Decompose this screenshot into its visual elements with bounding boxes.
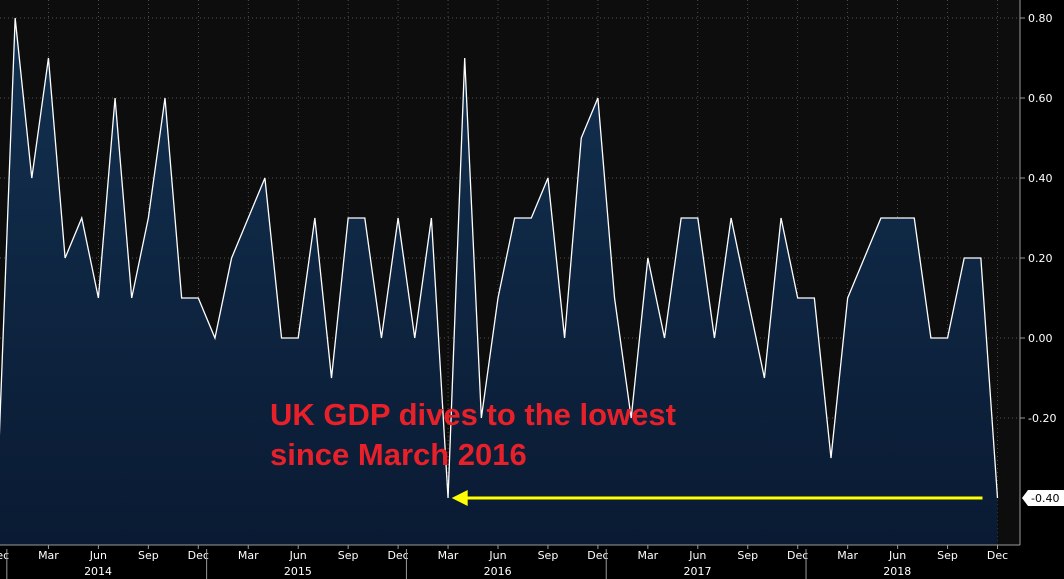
x-month-label: Jun bbox=[289, 549, 307, 562]
x-month-label: Dec bbox=[188, 549, 209, 562]
x-year-label: 2014 bbox=[84, 565, 112, 578]
y-tick-label: 0.00 bbox=[1028, 332, 1053, 345]
x-month-label: Jun bbox=[688, 549, 706, 562]
y-tick-label: -0.20 bbox=[1028, 412, 1056, 425]
x-month-label: Jun bbox=[89, 549, 107, 562]
x-month-label: Mar bbox=[238, 549, 259, 562]
x-month-label: Mar bbox=[438, 549, 459, 562]
x-year-label: 2017 bbox=[683, 565, 711, 578]
x-month-label: Sep bbox=[538, 549, 559, 562]
x-year-label: 2015 bbox=[284, 565, 312, 578]
annotation: UK GDP dives to the lowest since March 2… bbox=[270, 395, 676, 475]
last-value-label: -0.40 bbox=[1031, 492, 1059, 505]
y-tick-label: 0.80 bbox=[1028, 12, 1053, 25]
y-tick-label: 0.40 bbox=[1028, 172, 1053, 185]
arrow bbox=[451, 490, 983, 506]
x-month-label: Sep bbox=[338, 549, 359, 562]
x-month-label: Mar bbox=[837, 549, 858, 562]
x-month-label: Sep bbox=[138, 549, 159, 562]
x-month-label: Dec bbox=[787, 549, 808, 562]
y-axis: 0.80 0.60 0.40 0.20 0.00 -0.20 -0.40 bbox=[1020, 12, 1064, 506]
x-axis: Dec Mar Jun Sep Dec Mar Jun Sep Dec Mar Jun Sep Dec M… bbox=[0, 545, 1008, 579]
x-month-label: Mar bbox=[637, 549, 658, 562]
y-tick-label: 0.60 bbox=[1028, 92, 1053, 105]
x-year-label: 2018 bbox=[883, 565, 911, 578]
x-month-label: Jun bbox=[488, 549, 506, 562]
arrow-head bbox=[451, 490, 468, 506]
area-fill bbox=[0, 18, 998, 545]
series-line bbox=[0, 17, 999, 499]
y-tick-label: 0.20 bbox=[1028, 252, 1053, 265]
x-month-label: Sep bbox=[737, 549, 758, 562]
x-month-label: Dec bbox=[0, 549, 9, 562]
x-year-label: 2016 bbox=[484, 565, 512, 578]
x-month-label: Dec bbox=[587, 549, 608, 562]
last-value-badge bbox=[1022, 490, 1064, 506]
annotation-line-1: UK GDP dives to the lowest bbox=[270, 397, 676, 432]
x-month-label: Mar bbox=[38, 549, 59, 562]
x-month-label: Sep bbox=[937, 549, 958, 562]
annotation-line-2: since March 2016 bbox=[270, 437, 527, 472]
x-month-label: Dec bbox=[387, 549, 408, 562]
x-month-label: Jun bbox=[888, 549, 906, 562]
x-month-label: Dec bbox=[987, 549, 1008, 562]
